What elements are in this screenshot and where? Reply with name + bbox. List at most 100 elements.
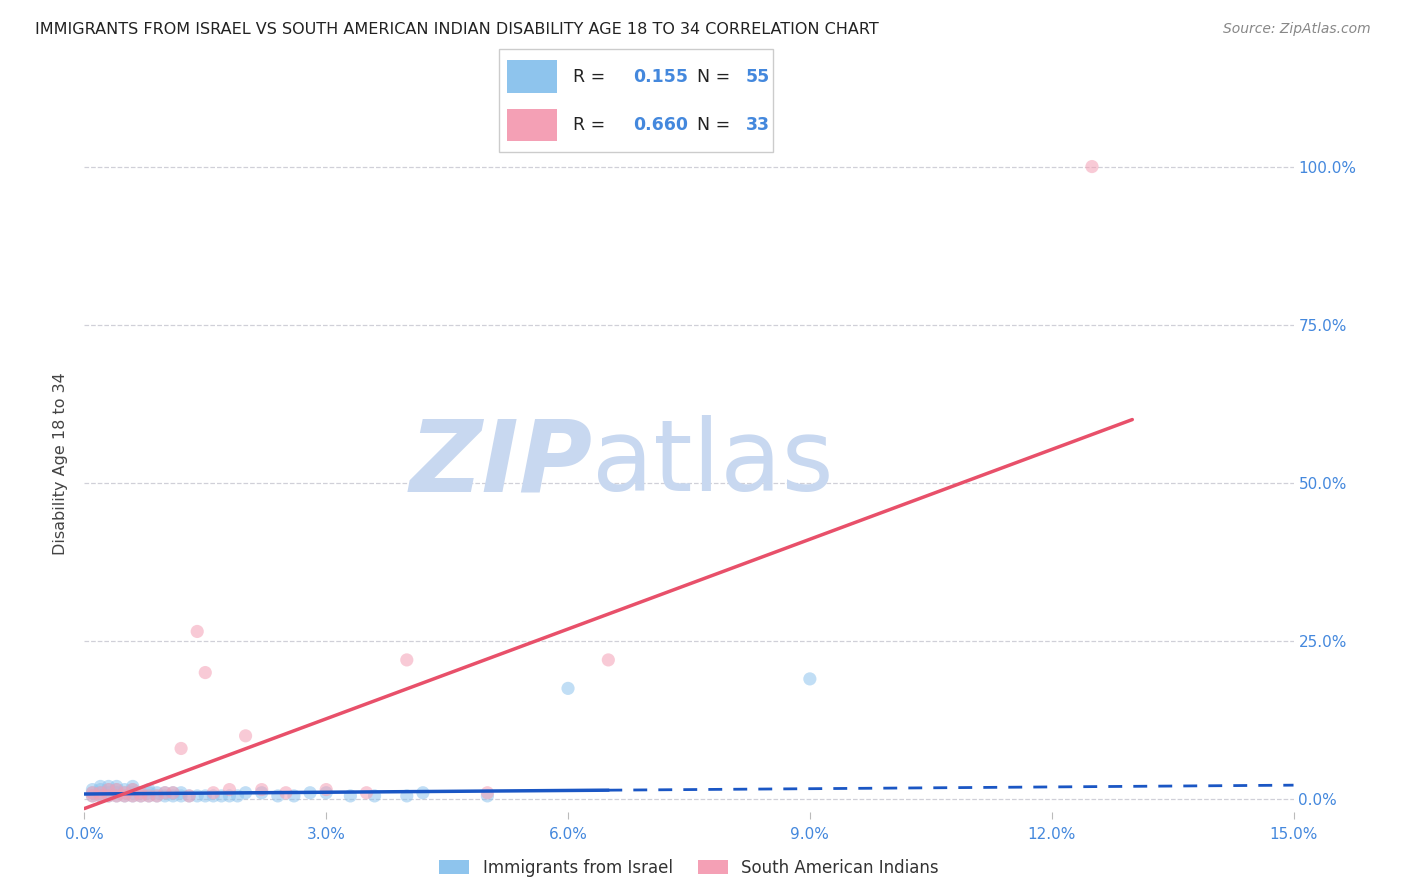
Point <box>209 789 232 803</box>
Point <box>283 789 305 803</box>
Point <box>170 789 193 803</box>
Point <box>315 782 337 797</box>
Point <box>250 782 273 797</box>
Point <box>395 789 418 803</box>
Point <box>153 786 176 800</box>
Point <box>121 780 143 794</box>
Point <box>218 789 240 803</box>
Point <box>339 789 361 803</box>
Point <box>105 782 128 797</box>
Point <box>129 789 152 803</box>
Point <box>250 786 273 800</box>
Point <box>82 786 104 800</box>
Point <box>97 786 120 800</box>
Point <box>97 782 120 797</box>
FancyBboxPatch shape <box>499 49 773 152</box>
Point <box>105 789 128 803</box>
Point <box>299 786 322 800</box>
Point <box>97 782 120 797</box>
Point <box>138 789 160 803</box>
Point <box>82 782 104 797</box>
Point <box>138 786 160 800</box>
Point <box>194 789 217 803</box>
Point <box>1081 160 1104 174</box>
FancyBboxPatch shape <box>508 61 557 93</box>
Point <box>557 681 579 696</box>
Point <box>129 789 152 803</box>
Text: Source: ZipAtlas.com: Source: ZipAtlas.com <box>1223 22 1371 37</box>
Point <box>235 786 257 800</box>
Point <box>82 789 104 803</box>
Text: 33: 33 <box>747 116 770 134</box>
Point <box>363 789 385 803</box>
Point <box>89 786 111 800</box>
Point <box>97 789 120 803</box>
Point <box>105 782 128 797</box>
Point <box>162 786 184 800</box>
Point <box>121 782 143 797</box>
Text: 0.155: 0.155 <box>634 68 689 86</box>
Point <box>218 782 240 797</box>
Point <box>477 786 499 800</box>
Text: ZIP: ZIP <box>409 416 592 512</box>
Text: IMMIGRANTS FROM ISRAEL VS SOUTH AMERICAN INDIAN DISABILITY AGE 18 TO 34 CORRELAT: IMMIGRANTS FROM ISRAEL VS SOUTH AMERICAN… <box>35 22 879 37</box>
Point <box>97 789 120 803</box>
Point <box>202 789 225 803</box>
Text: 55: 55 <box>747 68 770 86</box>
Point <box>97 780 120 794</box>
Point <box>226 789 249 803</box>
Text: N =: N = <box>686 116 735 134</box>
Point <box>477 789 499 803</box>
Point <box>82 786 104 800</box>
Point <box>194 665 217 680</box>
Point <box>129 786 152 800</box>
Point <box>89 782 111 797</box>
Point <box>162 786 184 800</box>
Point <box>105 789 128 803</box>
Point <box>89 780 111 794</box>
Text: 0.660: 0.660 <box>634 116 689 134</box>
Text: R =: R = <box>574 116 610 134</box>
Point <box>89 789 111 803</box>
Point <box>121 789 143 803</box>
Point <box>89 789 111 803</box>
Point <box>235 729 257 743</box>
Point <box>153 789 176 803</box>
Point <box>186 789 208 803</box>
Point <box>121 786 143 800</box>
Point <box>138 789 160 803</box>
Point <box>395 653 418 667</box>
Point <box>598 653 620 667</box>
Text: R =: R = <box>574 68 610 86</box>
Point <box>179 789 201 803</box>
Point <box>105 786 128 800</box>
Y-axis label: Disability Age 18 to 34: Disability Age 18 to 34 <box>53 373 69 555</box>
Point <box>114 782 136 797</box>
Point <box>82 789 104 803</box>
Point <box>170 786 193 800</box>
Point <box>114 786 136 800</box>
Point <box>315 786 337 800</box>
Point <box>146 786 169 800</box>
Point <box>114 789 136 803</box>
Point <box>170 741 193 756</box>
Point <box>121 782 143 797</box>
Text: atlas: atlas <box>592 416 834 512</box>
Point <box>274 786 297 800</box>
Point <box>114 786 136 800</box>
Point <box>129 786 152 800</box>
Point <box>799 672 821 686</box>
Point <box>89 786 111 800</box>
Point <box>138 782 160 797</box>
Text: N =: N = <box>686 68 735 86</box>
Point <box>105 780 128 794</box>
Point <box>186 624 208 639</box>
Point <box>146 789 169 803</box>
Point <box>162 789 184 803</box>
FancyBboxPatch shape <box>508 109 557 141</box>
Point <box>356 786 378 800</box>
Point <box>179 789 201 803</box>
Legend: Immigrants from Israel, South American Indians: Immigrants from Israel, South American I… <box>433 852 945 883</box>
Point <box>121 789 143 803</box>
Point <box>153 786 176 800</box>
